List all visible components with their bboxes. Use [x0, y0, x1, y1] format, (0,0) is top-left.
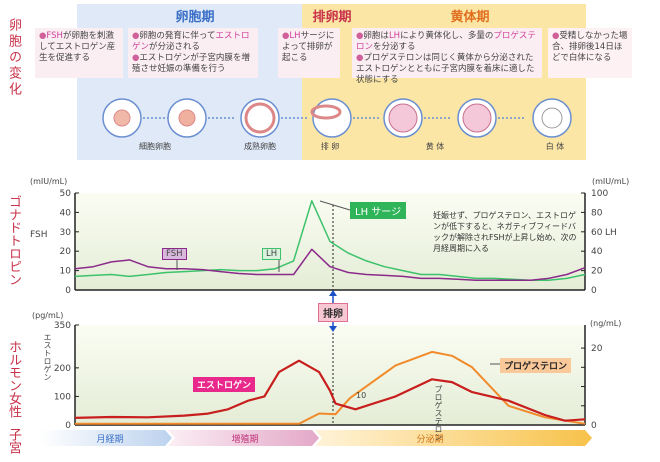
tick-label: 0 — [65, 421, 71, 431]
phase-proliferative — [168, 430, 319, 446]
phase-ovulatory: 排卵期 — [312, 10, 352, 25]
corpus-luteum-icon — [388, 103, 418, 133]
fsh-line — [74, 248, 586, 282]
ovulation-icon — [310, 104, 342, 120]
lh-legend: LH — [262, 248, 282, 260]
stage-label: 黄 体 — [425, 142, 445, 151]
tick-label: 80 — [591, 208, 603, 218]
tick-label: 0 — [591, 421, 597, 431]
lh-unit: (mIU/mL) — [592, 177, 630, 186]
tick-label: 40 — [591, 247, 603, 257]
tick-label: 0 — [65, 286, 71, 296]
corpus-albicans-icon — [541, 107, 563, 129]
tick-label: 10 — [60, 267, 72, 277]
note-lh: ●LHサージによって排卵が起こる — [278, 28, 340, 78]
uterus-label: 子宮 — [6, 428, 21, 454]
fsh-axis-label: FSH — [30, 230, 48, 240]
estrogen-line — [74, 359, 586, 422]
note-estrogen: ●卵胞の発育に伴ってエストロゲンが分泌される ●エストロゲンが子宮内膜を増殖させ妊… — [128, 28, 258, 78]
tick-label: 20 — [60, 247, 72, 257]
phase-menstrual-label: 月経期 — [96, 433, 123, 445]
phase-menstrual — [40, 430, 172, 446]
tick-label: 50 — [60, 189, 72, 199]
follicle-stages — [102, 98, 572, 138]
lh-axis-label: LH — [605, 228, 617, 238]
stage-label: 排 卵 — [320, 142, 340, 151]
tick-label: 40 — [60, 208, 72, 218]
fsh-legend: FSH — [162, 248, 187, 260]
phase-follicular: 卵胞期 — [175, 10, 215, 25]
note-progesterone: ●卵胞はLHにより黄体化し、多量のプロゲステロンを分泌する ●プロゲステロンは同じ… — [352, 28, 542, 85]
corpus-luteum-icon — [462, 103, 492, 133]
progesterone-line — [75, 350, 586, 425]
tick-label: 60 — [591, 228, 603, 238]
stage-label: 成熟卵胞 — [244, 142, 276, 151]
ovulation-label: 排卵 — [318, 303, 348, 322]
tick-label: 20 — [591, 344, 603, 354]
note-fsh: ●FSHが卵胞を刺激してエストロゲン産生を促進する — [35, 28, 123, 78]
progesterone-legend: プロゲステロン — [500, 358, 572, 373]
lh-surge-label: LH サージ — [350, 202, 407, 219]
stage-label: 細胞卵胞 — [139, 142, 171, 151]
tick-label: 200 — [54, 364, 71, 374]
tick-label: 100 — [591, 189, 608, 199]
tick-label: 20 — [591, 267, 603, 277]
feedback-note: 妊娠せず、プロゲステロン、エストロゲンが低下すると、ネガティブフィードバックが解… — [433, 211, 577, 253]
tick-label: 0 — [591, 286, 597, 296]
stage-label: 白 体 — [545, 142, 565, 151]
estrogen-legend: エストロゲン — [193, 377, 256, 392]
phase-luteal: 黄体期 — [450, 10, 490, 25]
phase-proliferative-label: 増殖期 — [231, 433, 258, 445]
mature-follicle-icon — [244, 102, 276, 134]
phase-secretory — [315, 430, 592, 446]
follicle-icon — [178, 109, 196, 127]
lh-line — [74, 200, 586, 282]
follicle-change-label: 卵胞の変化 — [6, 18, 21, 98]
follicle-icon — [113, 109, 131, 127]
phase-secretory-label: 分泌期 — [416, 433, 443, 445]
fsh-unit: (mIU/mL) — [30, 177, 68, 186]
chart2-plot-area — [75, 325, 585, 425]
estrogen-axis-label: エストロゲン — [43, 333, 52, 381]
gonadotropin-label: ゴナドトロピン — [6, 195, 21, 286]
tick-label: 350 — [54, 321, 71, 331]
note-corpus-albicans: ●受精しなかった場合、排卵後14日ほどで白体になる — [548, 28, 632, 78]
tick-label: 30 — [60, 228, 72, 238]
lh-surge-pointer — [319, 200, 351, 211]
tick-label: 100 — [54, 392, 71, 402]
progesterone-unit: (ng/mL) — [590, 319, 622, 328]
mid-tick-label: 10 — [356, 391, 367, 400]
female-hormone-label: ホルモン女性 — [6, 340, 21, 418]
estrogen-unit: (pg/mL) — [32, 311, 64, 320]
progesterone-axis-label: プロゲステロン — [434, 385, 443, 441]
